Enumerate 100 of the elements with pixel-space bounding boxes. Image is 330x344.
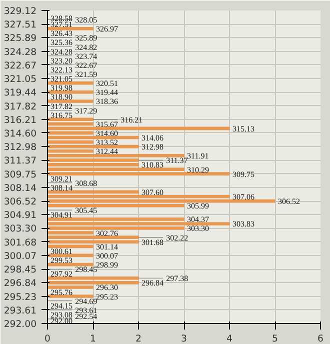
annotation: 317.29 (75, 106, 98, 116)
annotation: 295.76 (50, 288, 72, 297)
y-tick-label: 327.51 (4, 20, 37, 31)
annotation: 295.23 (96, 292, 118, 302)
bar (48, 90, 94, 94)
annotation: 313.52 (96, 138, 118, 148)
annotation: 307.06 (232, 192, 254, 202)
annotation: 300.61 (50, 246, 72, 256)
annotation: 314.60 (96, 128, 118, 138)
annotation: 302.22 (166, 233, 188, 242)
annotation: 319.44 (96, 88, 118, 98)
annotation: 327.51 (50, 20, 72, 30)
annotation: 326.43 (50, 29, 72, 38)
x-tick-label: 6 (318, 334, 324, 344)
annotation: 318.90 (50, 92, 72, 102)
annotation: 296.84 (142, 278, 164, 288)
annotation: 305.99 (187, 202, 209, 211)
x-tick-label: 0 (44, 334, 51, 344)
annotation: 322.67 (75, 60, 98, 70)
y-tick-label: 317.82 (4, 101, 36, 112)
annotation: 307.60 (142, 188, 164, 197)
annotation: 305.45 (75, 206, 98, 216)
x-tick-label: 3 (181, 334, 188, 344)
annotation: 325.89 (75, 34, 98, 43)
annotation: 312.98 (142, 142, 164, 152)
y-tick-label: 329.12 (4, 6, 36, 17)
annotation: 300.07 (96, 251, 118, 260)
annotation: 306.52 (278, 197, 300, 206)
annotation: 324.28 (50, 47, 72, 56)
y-tick-label: 303.30 (4, 224, 37, 235)
annotation: 293.61 (75, 306, 98, 315)
annotation: 304.37 (187, 215, 209, 224)
y-tick-label: 314.60 (4, 128, 37, 140)
annotation: 302.76 (96, 228, 118, 238)
annotation: 294.15 (50, 301, 72, 310)
y-tick-label: 301.68 (4, 237, 37, 248)
annotation: 325.36 (50, 38, 72, 48)
annotation: 308.14 (50, 183, 72, 192)
x-tick-label: 4 (226, 334, 233, 344)
y-tick-label: 309.75 (4, 169, 37, 180)
y-tick-label: 324.28 (4, 46, 37, 58)
y-tick-label: 311.37 (4, 156, 37, 167)
annotation: 321.59 (75, 70, 98, 79)
y-tick-label: 295.23 (4, 292, 37, 303)
annotation: 301.14 (96, 242, 118, 252)
y-tick-label: 298.45 (4, 264, 37, 276)
annotation: 317.82 (50, 102, 72, 111)
annotation: 303.83 (232, 220, 254, 229)
annotation: 323.74 (75, 52, 98, 61)
x-tick-label: 1 (90, 334, 96, 344)
y-tick-label: 308.14 (4, 182, 37, 194)
annotation: 321.05 (50, 74, 72, 84)
annotation: 316.21 (120, 115, 143, 124)
annotation: 328.05 (75, 16, 98, 25)
annotation: 318.36 (96, 97, 118, 106)
annotation: 303.30 (187, 224, 209, 234)
annotation: 297.92 (50, 270, 72, 279)
annotation: 316.75 (50, 110, 72, 120)
annotation: 298.99 (96, 260, 118, 270)
annotation: 304.91 (50, 210, 72, 220)
x-tick-label: 5 (272, 334, 278, 344)
annotation: 326.97 (96, 24, 118, 34)
annotation: 308.68 (75, 178, 98, 188)
bar (48, 81, 94, 85)
y-tick-label: 296.84 (4, 278, 37, 290)
annotation: 322.13 (50, 65, 72, 74)
annotation: 299.53 (50, 256, 72, 266)
y-tick-label: 300.07 (4, 250, 37, 262)
y-tick-label: 304.91 (4, 210, 37, 222)
annotation: 309.21 (50, 174, 72, 184)
annotation: 301.68 (142, 238, 164, 247)
y-tick-label: 292.00 (4, 319, 37, 330)
annotation: 310.83 (142, 160, 164, 170)
y-tick-label: 306.52 (4, 196, 36, 208)
bar (48, 118, 94, 122)
annotation: 319.98 (50, 84, 72, 93)
annotation: 315.13 (232, 124, 254, 134)
bar (48, 294, 94, 298)
annotation: 309.75 (232, 170, 254, 179)
y-tick-label: 316.21 (4, 114, 37, 126)
annotation: 320.51 (96, 79, 118, 88)
y-tick-label: 319.44 (4, 88, 37, 99)
annotation: 312.44 (96, 147, 118, 156)
annotation: 315.67 (96, 120, 118, 129)
annotation: 314.06 (142, 133, 164, 142)
annotation: 298.45 (75, 265, 98, 274)
annotation: 310.29 (187, 165, 209, 174)
annotation: 296.30 (96, 283, 118, 292)
y-tick-label: 321.05 (4, 74, 37, 86)
y-tick-label: 325.89 (4, 33, 37, 44)
bar (48, 26, 94, 30)
y-tick-label: 293.61 (4, 305, 37, 316)
bar (48, 100, 94, 103)
annotation: 311.37 (166, 156, 188, 166)
y-tick-label: 322.67 (4, 60, 37, 72)
annotation: 297.38 (166, 274, 188, 284)
y-tick-label: 312.98 (4, 142, 37, 154)
annotation: 311.91 (187, 152, 209, 161)
annotation: 294.69 (75, 296, 98, 306)
x-tick-label: 2 (136, 334, 142, 344)
